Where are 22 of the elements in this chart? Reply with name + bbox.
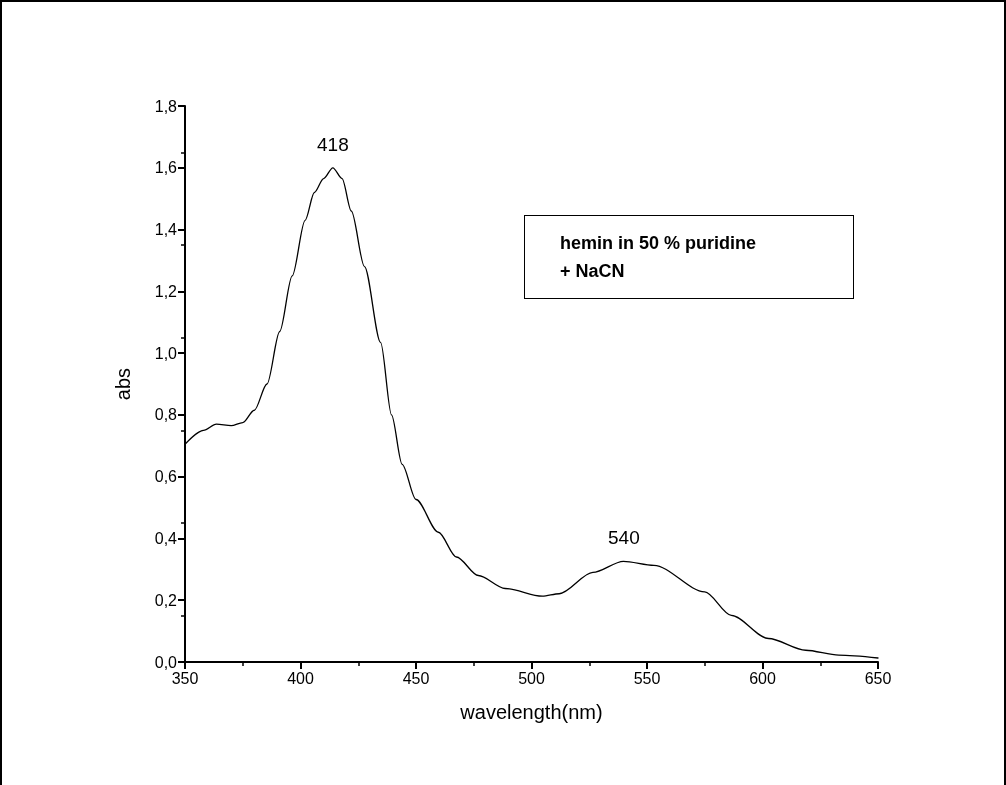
y-tick-label: 1,6 [154, 159, 178, 177]
annotation: 540 [608, 527, 640, 549]
x-tick-label: 600 [749, 669, 776, 687]
x-axis-title: wavelength(nm) [459, 701, 603, 723]
x-tick-label: 650 [864, 669, 892, 687]
y-tick-label: 1,8 [154, 97, 178, 115]
x-tick-label: 500 [518, 669, 545, 687]
y-tick-label: 1,2 [154, 282, 178, 300]
y-tick-label: 0,8 [154, 406, 178, 424]
annotation: hemin in 50 % puridine + NaCN [560, 232, 757, 283]
y-tick-label: 1,4 [154, 221, 178, 239]
y-tick-label: 0,0 [154, 653, 178, 671]
y-tick-label: 0,2 [154, 591, 178, 609]
y-axis-title: abs [112, 367, 134, 401]
x-tick-label: 550 [633, 669, 661, 687]
x-tick-label: 450 [402, 669, 430, 687]
x-tick-label: 400 [287, 669, 314, 687]
y-tick-label: 1,0 [154, 344, 178, 362]
y-tick-label: 0,4 [154, 529, 178, 547]
annotation: 418 [316, 133, 349, 155]
y-tick-label: 0,6 [154, 468, 178, 486]
x-tick-label: 350 [171, 669, 199, 687]
